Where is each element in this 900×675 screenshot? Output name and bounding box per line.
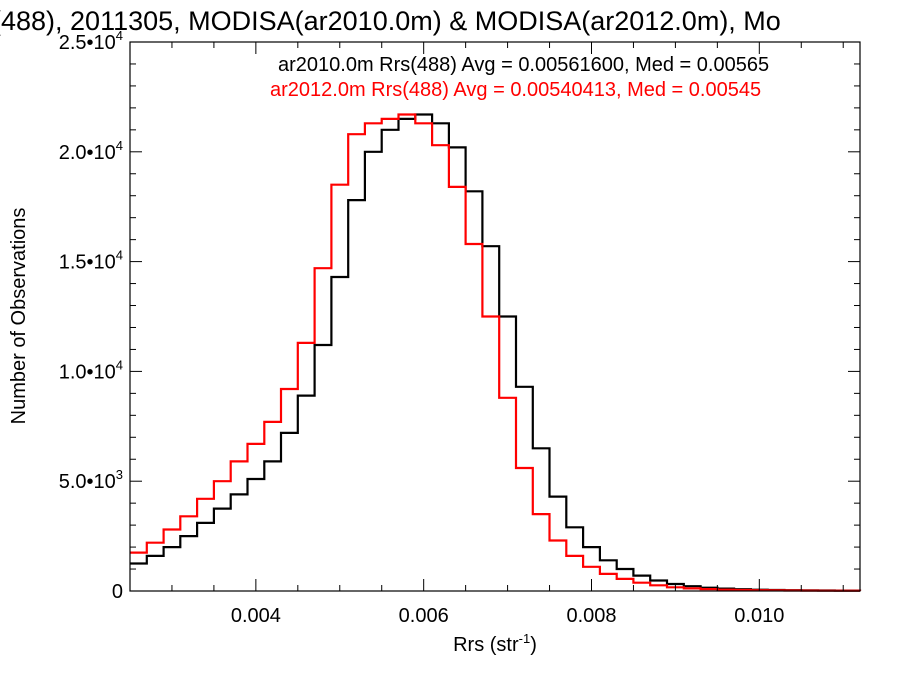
x-axis-title: Rrs (str-1) [453, 631, 537, 656]
x-axis-title-text: Rrs (str [453, 634, 519, 656]
y-tick-labels: 0 5.0•103 1.0•104 1.5•104 2.0•104 2.5•104 [59, 28, 123, 603]
x-axis-title-superscript: -1 [519, 631, 531, 646]
y-tick-label: 2.5•104 [59, 28, 123, 54]
y-tick-label: 2.0•104 [59, 138, 123, 164]
x-tick-label: 0.006 [399, 605, 449, 627]
y-axis-title: Number of Observations [8, 208, 30, 425]
x-tick-label: 0.010 [734, 605, 784, 627]
legend-entry-ar2012: ar2012.0m Rrs(488) Avg = 0.00540413, Med… [270, 79, 761, 101]
plot-frame [129, 41, 861, 592]
series-line-0 [130, 113, 862, 592]
legend-entry-ar2010: ar2010.0m Rrs(488) Avg = 0.00561600, Med… [278, 54, 769, 76]
x-tick-labels: 0.004 0.006 0.008 0.010 [231, 605, 785, 627]
x-axis-title-end: ) [530, 634, 537, 656]
y-tick-label: 1.5•104 [59, 248, 123, 274]
chart-title: (488), 2011305, MODISA(ar2010.0m) & MODI… [0, 6, 781, 36]
y-tick-label: 1.0•104 [59, 357, 123, 383]
x-tick-label: 0.008 [566, 605, 616, 627]
tick-layer [130, 41, 860, 592]
x-tick-label: 0.004 [231, 605, 281, 627]
y-tick-label: 5.0•103 [59, 467, 123, 493]
series-layer [130, 113, 862, 592]
legend: ar2010.0m Rrs(488) Avg = 0.00561600, Med… [270, 54, 769, 101]
series-line-1 [130, 113, 862, 592]
y-tick-label: 0 [112, 581, 123, 603]
